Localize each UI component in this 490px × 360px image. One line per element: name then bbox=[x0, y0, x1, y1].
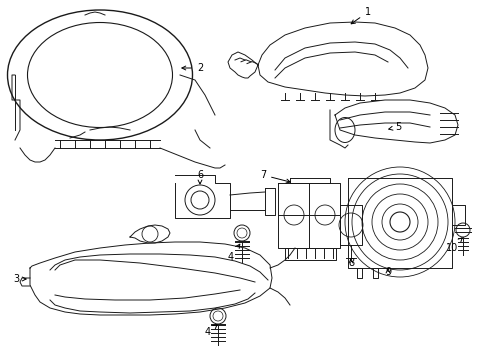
Text: 7: 7 bbox=[260, 170, 290, 183]
Text: 9: 9 bbox=[385, 267, 391, 277]
Text: 6: 6 bbox=[197, 170, 203, 184]
Text: 10: 10 bbox=[446, 238, 462, 253]
Text: 1: 1 bbox=[351, 7, 371, 24]
Text: 2: 2 bbox=[182, 63, 203, 73]
Text: 4: 4 bbox=[205, 325, 217, 337]
Text: 3: 3 bbox=[13, 274, 26, 284]
Text: 4: 4 bbox=[228, 244, 240, 262]
Text: 8: 8 bbox=[348, 258, 354, 268]
Text: 5: 5 bbox=[389, 122, 401, 132]
